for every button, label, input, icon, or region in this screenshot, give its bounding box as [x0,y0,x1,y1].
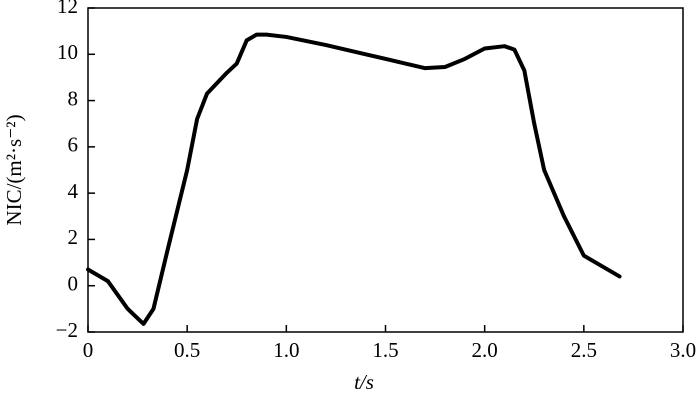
y-tick-label: 0 [68,272,79,296]
y-axis-label: NIC/(m²·s⁻²) [2,114,26,225]
x-tick-label: 2.5 [571,338,597,362]
plot-frame [87,7,684,333]
x-tick-label: 3.0 [670,338,696,362]
y-tick-label: 2 [68,225,79,249]
y-tick-label: 8 [68,86,79,110]
y-tick-label: 6 [68,133,79,157]
x-tick-label: 0.5 [174,338,200,362]
x-tick-label: 0 [83,338,94,362]
y-tick-label: 10 [57,40,78,64]
line [86,32,622,326]
y-tick-label: −2 [56,318,78,342]
y-tick-label: 4 [68,179,79,203]
y-tick-label: 12 [57,0,78,18]
x-tick-label: 1.5 [372,338,398,362]
x-axis-label: t/s [354,370,374,394]
x-tick-label: 2.0 [472,338,498,362]
x-tick-label: 1.0 [273,338,299,362]
